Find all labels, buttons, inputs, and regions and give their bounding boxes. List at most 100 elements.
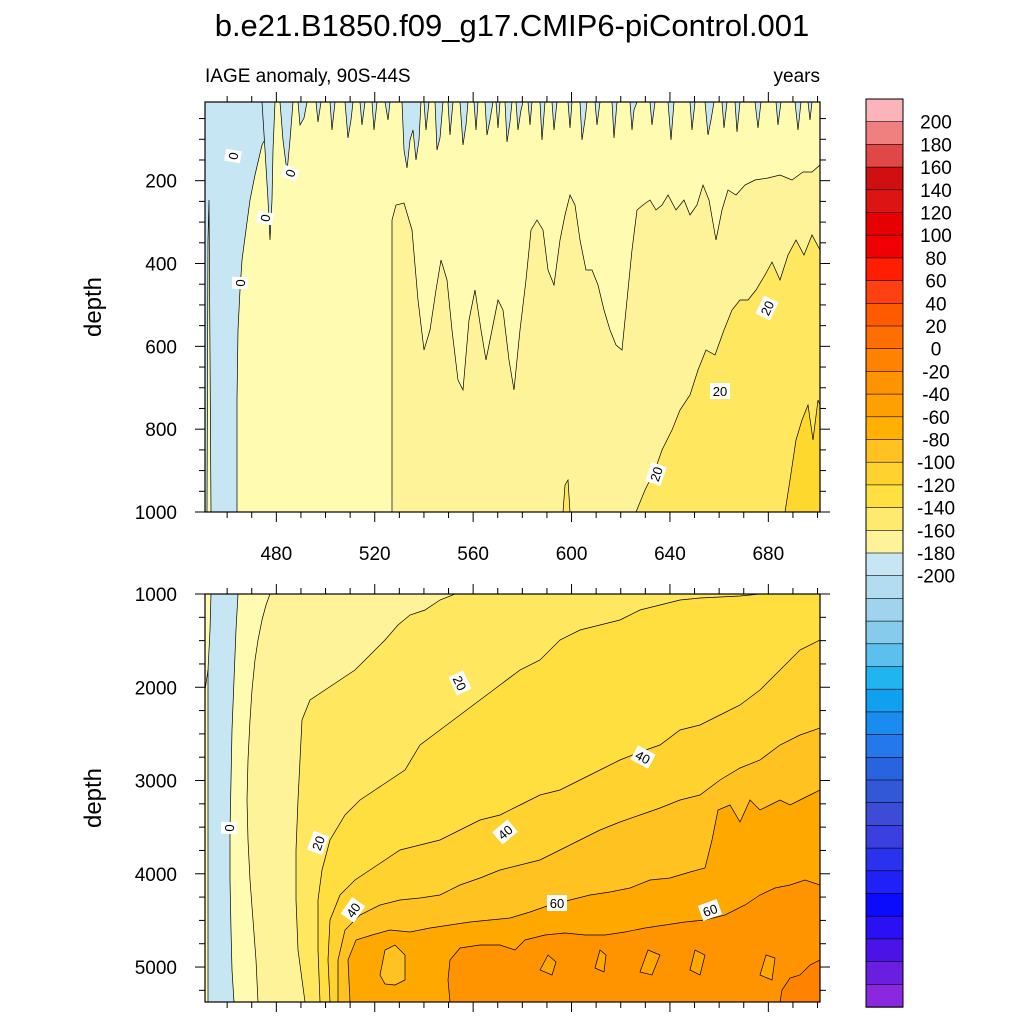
colorbar-swatch xyxy=(865,348,904,373)
top-contour-labels: 0 0 0 0 20 20 20 xyxy=(224,148,779,486)
colorbar-tick-label: 100 xyxy=(920,226,952,247)
colorbar-swatch xyxy=(865,144,904,168)
x-tick-label: 520 xyxy=(359,544,391,565)
colorbar-swatch xyxy=(865,802,904,827)
contour-label: 40 xyxy=(633,747,653,767)
colorbar-swatch xyxy=(865,529,904,554)
colorbar-tick-label: 40 xyxy=(925,294,946,315)
top-frame xyxy=(204,101,821,513)
colorbar-swatch xyxy=(865,870,904,895)
colorbar-tick-label: -120 xyxy=(917,476,955,497)
colorbar-tick-label: -100 xyxy=(917,453,955,474)
colorbar-swatch xyxy=(865,915,904,940)
colorbar-swatch xyxy=(865,166,904,191)
bottom-y-axis-label: depth xyxy=(80,768,107,828)
y-tick-label: 1000 xyxy=(135,585,177,606)
colorbar-frame xyxy=(865,98,904,1008)
y-tick-label: 400 xyxy=(145,255,177,276)
top-surface-lobes xyxy=(261,102,813,241)
colorbar-tick-label: 60 xyxy=(925,272,946,293)
y-tick-label: 3000 xyxy=(135,772,177,793)
colorbar-tick-label: -180 xyxy=(917,544,955,565)
contour-label: 60 xyxy=(701,901,720,920)
bottom-contour-labels: 0 20 20 40 40 40 60 60 xyxy=(220,670,723,923)
contour-label: 20 xyxy=(450,673,470,692)
contour-label: 0 xyxy=(225,151,241,161)
colorbar-swatch xyxy=(865,121,904,146)
colorbar-swatch xyxy=(865,393,904,418)
colorbar-swatch xyxy=(865,302,904,327)
colorbar-tick-label: 120 xyxy=(920,204,952,225)
x-tick-label: 680 xyxy=(752,544,784,565)
colorbar-swatch xyxy=(865,620,904,645)
contour-label: 20 xyxy=(309,834,328,853)
colorbar-tick-label: 160 xyxy=(920,158,952,179)
colorbar-swatch xyxy=(865,552,904,577)
colorbar-swatch xyxy=(865,893,904,917)
y-tick-label: 2000 xyxy=(135,678,177,699)
colorbar-swatch xyxy=(865,961,904,985)
x-tick-label: 640 xyxy=(654,544,686,565)
subtitle-right: years xyxy=(774,66,820,87)
x-tick-label: 600 xyxy=(556,544,588,565)
colorbar-tick-label: -20 xyxy=(922,362,949,383)
colorbar-tick-label: 20 xyxy=(925,317,946,338)
colorbar-swatch xyxy=(865,189,904,214)
y-tick-label: 4000 xyxy=(135,865,177,886)
contour-label: 0 xyxy=(257,213,273,223)
contour-label: 0 xyxy=(282,167,299,179)
colorbar-swatch xyxy=(865,938,904,963)
contour-label: 20 xyxy=(647,465,666,483)
y-tick-label: 800 xyxy=(145,420,177,441)
colorbar-swatch xyxy=(865,756,904,781)
top-band-30-40 xyxy=(784,399,820,512)
bottom-contour-fill xyxy=(205,594,820,1002)
colorbar-swatch xyxy=(865,325,904,350)
colorbar-swatch xyxy=(865,484,904,509)
bottom-negative-strip xyxy=(207,594,239,1002)
bottom-band-70-80 xyxy=(447,879,820,1002)
colorbar-tick-label: -200 xyxy=(917,567,955,588)
colorbar-swatch xyxy=(865,416,904,441)
colorbar-swatch xyxy=(865,212,904,236)
colorbar-swatch xyxy=(865,439,904,463)
colorbar-swatch xyxy=(865,234,904,259)
colorbar-tick-label: 180 xyxy=(920,135,952,156)
colorbar-swatch xyxy=(865,461,904,486)
colorbar-swatch xyxy=(865,734,904,758)
contour-label: 0 xyxy=(233,279,248,287)
contour-label: 40 xyxy=(343,900,364,920)
colorbar-tick-label: -60 xyxy=(922,408,949,429)
colorbar-tick-label: -80 xyxy=(922,431,949,452)
colorbar-swatch xyxy=(865,666,904,690)
colorbar-tick-label: 0 xyxy=(931,340,942,361)
y-tick-label: 200 xyxy=(145,172,177,193)
colorbar-tick-label: -140 xyxy=(917,499,955,520)
top-y-axis-label: depth xyxy=(80,277,107,337)
colorbar-swatch xyxy=(865,257,904,282)
colorbar-swatch xyxy=(865,371,904,395)
contour-label: 20 xyxy=(713,384,727,399)
bottom-panel: 1000 2000 3000 4000 5000 0 20 20 40 40 40 60… xyxy=(80,584,830,1012)
contour-label: 60 xyxy=(550,896,564,911)
colorbar-swatch xyxy=(865,825,904,849)
chart-title: b.e21.B1850.f09_g17.CMIP6-piControl.001 xyxy=(215,8,810,43)
subtitle-left: IAGE anomaly, 90S-44S xyxy=(205,66,411,87)
colorbar-tick-label: 140 xyxy=(920,181,952,202)
contour-label: 0 xyxy=(222,824,237,832)
colorbar-swatch xyxy=(865,280,904,305)
bottom-frame xyxy=(204,593,821,1003)
colorbar-swatch xyxy=(865,688,904,713)
top-contour-fill xyxy=(205,102,820,512)
y-tick-label: 1000 xyxy=(135,503,177,524)
colorbar-tick-label: 80 xyxy=(925,249,946,270)
x-tick-label: 480 xyxy=(260,544,292,565)
colorbar-tick-label: -160 xyxy=(917,521,955,542)
colorbar-swatch xyxy=(865,643,904,668)
colorbar-tick-label: -40 xyxy=(922,385,949,406)
top-lobe-565 xyxy=(562,478,571,512)
bottom-ticks: 1000 2000 3000 4000 5000 xyxy=(135,584,830,1012)
